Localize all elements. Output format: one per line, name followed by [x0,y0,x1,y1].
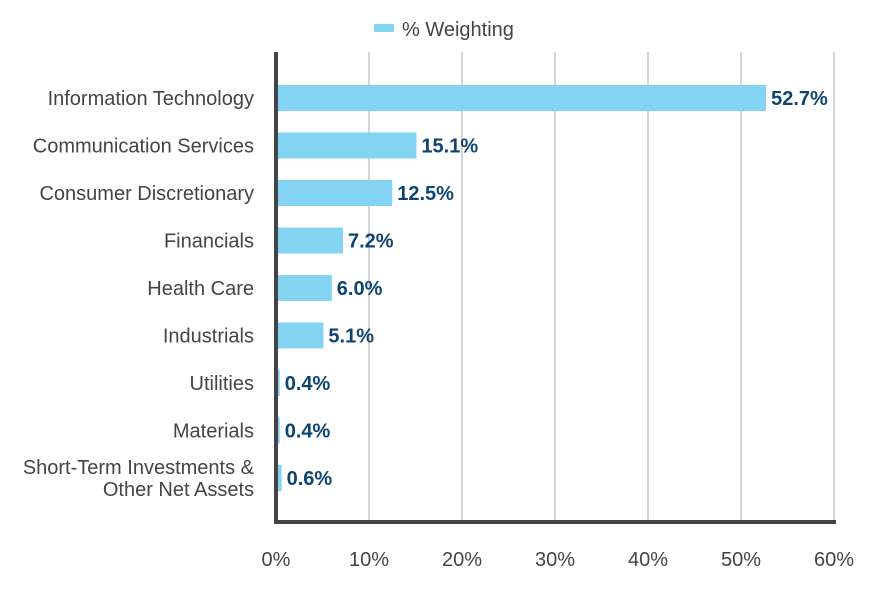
x-tick-label: 0% [262,549,291,571]
data-label: 0.4% [285,421,331,443]
category-label: Financials [164,231,254,253]
x-tick-label: 60% [814,549,854,571]
category-label: Communication Services [33,136,254,158]
category-label: Utilities [190,373,254,395]
data-label: 6.0% [337,278,383,300]
category-label: Short-Term Investments & Other Net Assets [23,457,255,501]
bar [276,465,282,491]
category-label: Materials [173,421,254,443]
x-tick-label: 20% [442,549,482,571]
category-label-line: Utilities [190,373,254,395]
axes [274,52,836,524]
x-tick-label: 50% [721,549,761,571]
data-label: 7.2% [348,231,394,253]
bar [276,132,417,159]
legend-swatch [374,24,394,32]
bars [276,85,767,491]
x-tick-label: 40% [628,549,668,571]
data-label: 0.6% [287,468,333,490]
data-label: 0.4% [285,373,331,395]
category-label-line: Health Care [147,278,254,300]
category-label-line: Other Net Assets [103,479,254,501]
category-label-line: Financials [164,231,254,253]
bar [276,275,332,301]
category-label-line: Short-Term Investments & [23,457,255,479]
legend: % Weighting [374,19,514,41]
bar [276,322,324,349]
category-label: Health Care [147,278,254,300]
category-label-line: Materials [173,421,254,443]
category-label: Information Technology [48,88,254,110]
data-label: 12.5% [397,183,454,205]
data-label: 52.7% [771,88,828,110]
category-label-line: Information Technology [48,88,254,110]
x-tick-label: 10% [349,549,389,571]
bar [276,180,393,206]
x-tick-label: 30% [535,549,575,571]
data-label: 15.1% [421,136,478,158]
category-label-line: Communication Services [33,136,254,158]
bar [276,227,343,254]
bar [276,85,767,111]
category-label-line: Consumer Discretionary [39,183,254,205]
category-label: Consumer Discretionary [39,183,254,205]
gridlines [368,52,835,522]
labels: 0% 10% 20% 30% 40% 50% 60% 52.7% Information Tec… [23,88,854,571]
category-label-line: Industrials [163,326,254,348]
category-label: Industrials [163,326,254,348]
data-label: 5.1% [328,326,374,348]
legend-label: % Weighting [402,19,514,41]
